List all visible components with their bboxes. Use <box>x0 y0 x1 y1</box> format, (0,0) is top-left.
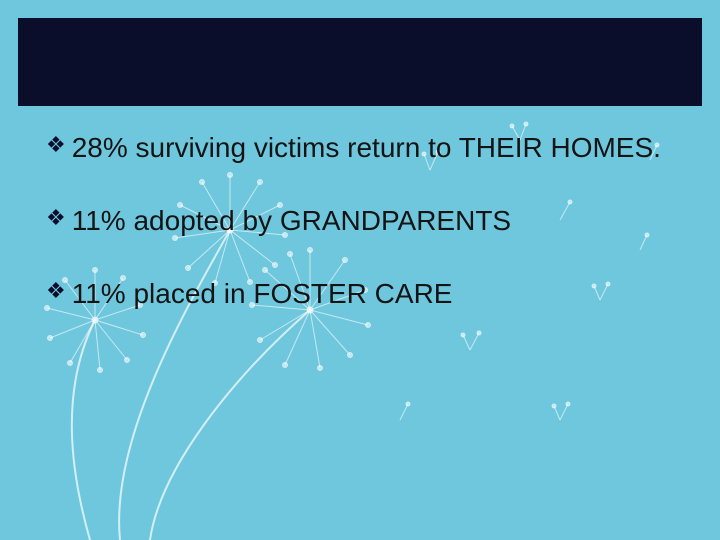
diamond-bullet-icon: ❖ <box>46 203 66 233</box>
bullet-text: 11% adopted by GRANDPARENTS <box>72 203 674 238</box>
bullet-list: ❖ 28% surviving victims return to THEIR … <box>46 130 674 311</box>
diamond-bullet-icon: ❖ <box>46 130 66 160</box>
spacer <box>46 238 674 276</box>
slide: ❖ 28% surviving victims return to THEIR … <box>0 0 720 540</box>
bullet-text: 28% surviving victims return to THEIR HO… <box>72 130 674 165</box>
bullet-text: 11% placed in FOSTER CARE <box>72 276 674 311</box>
diamond-bullet-icon: ❖ <box>46 276 66 306</box>
title-band <box>18 18 702 106</box>
list-item: ❖ 11% adopted by GRANDPARENTS <box>46 203 674 238</box>
list-item: ❖ 28% surviving victims return to THEIR … <box>46 130 674 165</box>
list-item: ❖ 11% placed in FOSTER CARE <box>46 276 674 311</box>
spacer <box>46 165 674 203</box>
